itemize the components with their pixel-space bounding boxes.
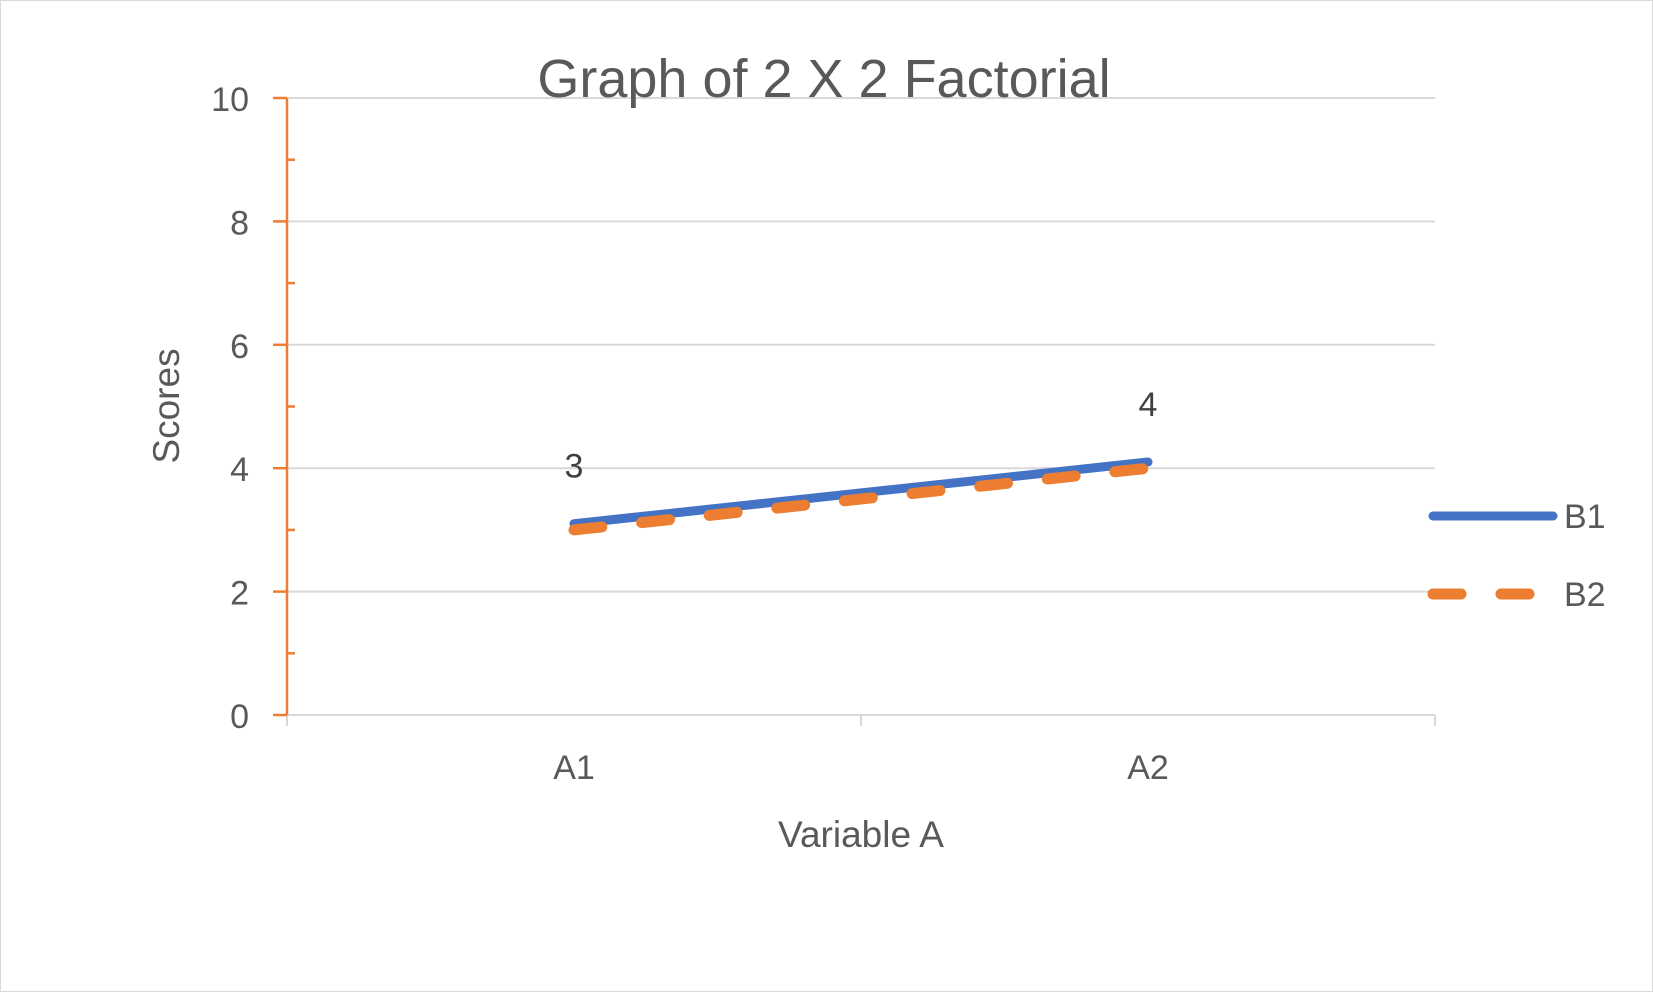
- y-tick-label: 4: [230, 451, 249, 489]
- data-label: 4: [1139, 386, 1158, 424]
- y-tick-label: 6: [230, 328, 249, 366]
- legend-label-b2: B2: [1564, 576, 1606, 614]
- y-tick-label: 2: [230, 575, 249, 613]
- y-axis-title: Scores: [146, 348, 187, 463]
- y-tick-label: 8: [230, 204, 249, 242]
- x-tick-label: A2: [1127, 749, 1169, 787]
- y-tick-label: 10: [211, 81, 249, 119]
- y-tick-label: 0: [230, 698, 249, 736]
- legend-label-b1: B1: [1564, 498, 1606, 536]
- data-label: 3: [565, 448, 584, 486]
- chart-title: Graph of 2 X 2 Factorial: [537, 49, 1110, 109]
- x-tick-label: A1: [553, 749, 595, 787]
- data-labels: 34: [565, 386, 1158, 486]
- axes: 0 2 4 6 8 10 A1 A2: [211, 81, 1436, 787]
- legend: B1 B2: [1427, 498, 1606, 614]
- series-line-b1: [569, 457, 1153, 529]
- series: [568, 457, 1154, 536]
- gridlines: [287, 97, 1435, 593]
- series-line-b2: [568, 462, 1154, 536]
- x-axis-title: Variable A: [778, 814, 944, 855]
